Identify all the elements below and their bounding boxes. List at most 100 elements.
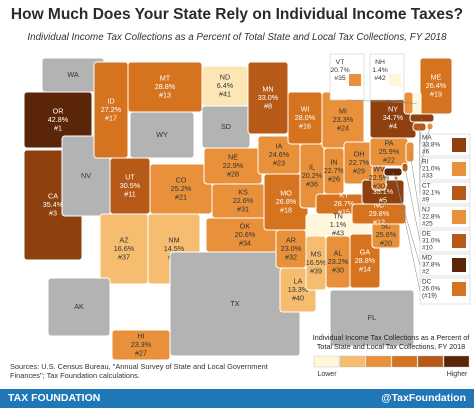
state-label: 25.9% xyxy=(379,147,400,156)
state-label: AZ xyxy=(119,235,129,244)
callout-label: 31.0% xyxy=(422,238,440,245)
legend-swatch xyxy=(313,355,340,368)
state-label: 25.6% xyxy=(376,230,397,239)
state-label: 28.8% xyxy=(355,256,376,265)
state-label: IN xyxy=(330,157,337,166)
state-label: #8 xyxy=(264,101,272,110)
legend-swatch xyxy=(417,355,444,368)
callout-swatch xyxy=(452,258,466,272)
state-label: 20.2% xyxy=(302,171,323,180)
legend-swatch xyxy=(391,355,418,368)
footer-handle: @TaxFoundation xyxy=(381,392,466,404)
callout-leader xyxy=(386,99,418,105)
state-label: 23.2% xyxy=(328,257,349,266)
state-label: #4 xyxy=(389,121,397,130)
callout-label: 37.8% xyxy=(422,262,440,269)
state xyxy=(419,57,453,115)
state-label: #21 xyxy=(175,192,187,201)
state-label: 1.1% xyxy=(330,220,347,229)
state-label: 26.8% xyxy=(276,197,297,206)
state-label: 30.5% xyxy=(120,181,141,190)
state-label: WV xyxy=(373,164,385,173)
state-label: 22.7% xyxy=(349,158,370,167)
state-label: NV xyxy=(81,171,91,180)
callout-label: MD xyxy=(422,255,432,262)
legend-swatch xyxy=(443,355,470,368)
state-label: #23 xyxy=(273,158,285,167)
callout-label: DE xyxy=(422,231,431,238)
callout-label: #6 xyxy=(422,149,430,156)
state-label: KY xyxy=(339,190,349,199)
state-label: #37 xyxy=(118,252,130,261)
state-label: NY xyxy=(388,104,398,113)
state-label: 26.4% xyxy=(426,81,447,90)
state-label: #32 xyxy=(285,252,297,261)
state-label: 35.1% xyxy=(373,187,394,196)
legend-swatch xyxy=(339,355,366,368)
callout-label: DC xyxy=(422,279,432,286)
state-label: #30 xyxy=(373,181,385,190)
state-label: #27 xyxy=(135,348,147,357)
state-label: WI xyxy=(301,104,310,113)
state-label: #29 xyxy=(353,166,365,175)
callout-label: (#19) xyxy=(422,293,437,300)
state-label: 23.0% xyxy=(281,244,302,253)
state-label: LA xyxy=(294,276,303,285)
state-label: #39 xyxy=(310,266,322,275)
callout-label: #33 xyxy=(422,173,433,180)
state-label: IL xyxy=(309,162,315,171)
state-label: OR xyxy=(53,106,64,115)
state-label: 34.7% xyxy=(383,113,404,122)
callout-label: 20.7% xyxy=(330,67,349,74)
state-label: #40 xyxy=(292,293,304,302)
state-label: HI xyxy=(137,331,144,340)
callout-swatch xyxy=(452,210,466,224)
state-label: #18 xyxy=(280,205,292,214)
callout-swatch xyxy=(389,74,401,86)
state xyxy=(23,91,93,149)
callout-swatch xyxy=(349,74,361,86)
state-label: 23.3% xyxy=(333,115,354,124)
state-label: UT xyxy=(125,172,135,181)
state-label: NE xyxy=(228,152,238,161)
state-label: 6.4% xyxy=(217,81,234,90)
state-label: #19 xyxy=(430,89,442,98)
callout-leader xyxy=(395,177,421,292)
callout-label: #2 xyxy=(422,269,430,276)
state-label: #22 xyxy=(383,155,395,164)
state-label: ME xyxy=(431,72,442,81)
state-label: TX xyxy=(230,299,239,308)
state-label: 16.6% xyxy=(114,244,135,253)
callout-label: #10 xyxy=(422,245,433,252)
callout-leader xyxy=(392,171,421,266)
state-label: 35.4% xyxy=(43,200,64,209)
state-label: MT xyxy=(160,73,171,82)
state-label: SD xyxy=(221,122,231,131)
legend-swatch xyxy=(365,355,392,368)
state-label: 22.7% xyxy=(324,166,345,175)
state-label: 25.2% xyxy=(171,184,192,193)
state-label: GA xyxy=(360,247,371,256)
state-label: OH xyxy=(354,149,365,158)
state-label: MO xyxy=(280,188,292,197)
state-label: #31 xyxy=(237,204,249,213)
callout-leader xyxy=(419,126,421,194)
state xyxy=(111,329,171,361)
state-label: #43 xyxy=(332,228,344,237)
state-label: #16 xyxy=(299,121,311,130)
state-label: NC xyxy=(374,200,384,209)
state-label: 22.6% xyxy=(233,196,254,205)
state-label: #41 xyxy=(219,89,231,98)
state-label: #1 xyxy=(54,123,62,132)
callout-swatch xyxy=(452,282,466,296)
state-label: 33.0% xyxy=(258,93,279,102)
state-label: #20 xyxy=(380,238,392,247)
state-label: #17 xyxy=(105,113,117,122)
state-label: #13 xyxy=(159,90,171,99)
state xyxy=(47,277,111,337)
state xyxy=(329,289,415,347)
state-label: WA xyxy=(67,70,79,79)
state-label: SC xyxy=(381,221,391,230)
